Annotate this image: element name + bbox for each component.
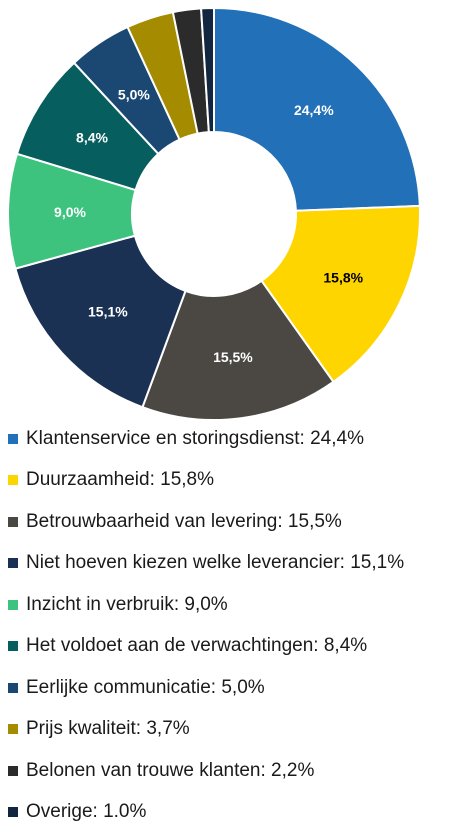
- donut-chart: 24,4% 15,8% 15,5% 15,1% 9,0% 8,4% 5,0%: [0, 0, 454, 430]
- chart-legend: Klantenservice en storingsdienst: 24,4% D…: [8, 418, 404, 833]
- legend-label: Het voldoet aan de verwachtingen: 8,4%: [26, 635, 367, 657]
- legend-swatch: [8, 807, 18, 817]
- legend-item: Belonen van trouwe klanten: 2,2%: [8, 750, 404, 792]
- legend-item: Betrouwbaarheid van levering: 15,5%: [8, 501, 404, 543]
- legend-swatch: [8, 434, 18, 444]
- legend-label: Klantenservice en storingsdienst: 24,4%: [26, 428, 364, 450]
- slice-label-5: 9,0%: [54, 204, 86, 220]
- legend-item: Overige: 1.0%: [8, 792, 404, 833]
- legend-swatch: [8, 558, 18, 568]
- legend-label: Duurzaamheid: 15,8%: [26, 469, 214, 491]
- legend-item: Prijs kwaliteit: 3,7%: [8, 709, 404, 751]
- slice-label-3: 15,5%: [213, 349, 253, 365]
- legend-item: Inzicht in verbruik: 9,0%: [8, 584, 404, 626]
- legend-item: Het voldoet aan de verwachtingen: 8,4%: [8, 626, 404, 668]
- legend-item: Niet hoeven kiezen welke leverancier: 15…: [8, 543, 404, 585]
- legend-swatch: [8, 641, 18, 651]
- legend-label: Inzicht in verbruik: 9,0%: [26, 594, 228, 616]
- legend-label: Niet hoeven kiezen welke leverancier: 15…: [26, 552, 404, 574]
- legend-swatch: [8, 517, 18, 527]
- slice-label-2: 15,8%: [323, 269, 363, 285]
- legend-item: Duurzaamheid: 15,8%: [8, 460, 404, 502]
- slice-label-6: 8,4%: [76, 129, 108, 145]
- legend-label: Prijs kwaliteit: 3,7%: [26, 718, 190, 740]
- legend-swatch: [8, 475, 18, 485]
- slice-label-1: 24,4%: [294, 102, 334, 118]
- legend-swatch: [8, 683, 18, 693]
- slice-label-7: 5,0%: [118, 86, 150, 102]
- legend-swatch: [8, 724, 18, 734]
- legend-swatch: [8, 766, 18, 776]
- legend-label: Belonen van trouwe klanten: 2,2%: [26, 760, 314, 782]
- legend-item: Klantenservice en storingsdienst: 24,4%: [8, 418, 404, 460]
- legend-item: Eerlijke communicatie: 5,0%: [8, 667, 404, 709]
- legend-swatch: [8, 600, 18, 610]
- legend-label: Eerlijke communicatie: 5,0%: [26, 677, 265, 699]
- legend-label: Betrouwbaarheid van levering: 15,5%: [26, 511, 342, 533]
- slice-label-4: 15,1%: [88, 303, 128, 319]
